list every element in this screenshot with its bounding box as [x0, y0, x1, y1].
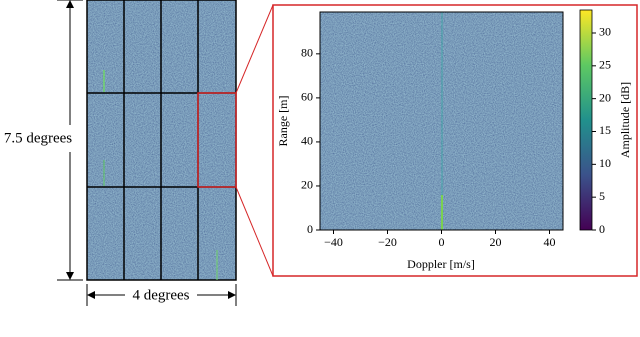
colorbar-tick-label: 20: [599, 90, 611, 104]
y-tick-label: 40: [301, 134, 313, 148]
x-tick-label: 0: [439, 235, 445, 249]
y-axis-label: Range [m]: [276, 96, 290, 147]
x-tick-label: −40: [324, 235, 343, 249]
heatmap: [319, 9, 593, 231]
colorbar-tick-label: 15: [599, 123, 611, 137]
bottom-label: 4 degrees: [132, 287, 189, 303]
x-tick-label: 40: [544, 235, 556, 249]
mosaic: 7.5 degrees 4 degrees: [4, 0, 274, 306]
colorbar-tick-label: 25: [599, 58, 611, 72]
x-tick-label: −20: [378, 235, 397, 249]
y-tick-label: 80: [301, 46, 313, 60]
y-tick-label: 20: [301, 178, 313, 192]
colorbar-label: Amplitude [dB]: [618, 82, 632, 158]
colorbar-tick-label: 30: [599, 25, 611, 39]
y-tick-label: 0: [307, 222, 313, 236]
colorbar-tick-label: 5: [599, 189, 605, 203]
colorbar: [579, 9, 593, 231]
y-tick-label: 60: [301, 90, 313, 104]
colorbar-tick-label: 0: [599, 222, 605, 236]
colorbar-tick-label: 10: [599, 156, 611, 170]
x-tick-label: 20: [490, 235, 502, 249]
left-label: 7.5 degrees: [4, 130, 72, 146]
x-axis-label: Doppler [m/s]: [407, 257, 475, 271]
